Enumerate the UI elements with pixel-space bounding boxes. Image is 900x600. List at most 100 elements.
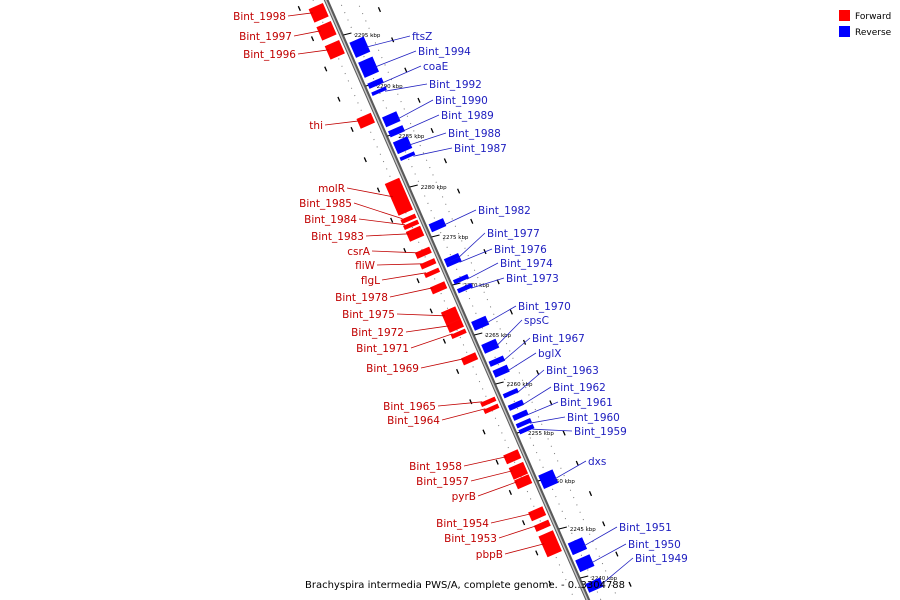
forward-gene — [528, 506, 547, 522]
forward-gene-label: Bint_1998 — [233, 11, 286, 23]
reverse-gene — [358, 56, 379, 78]
forward-gene — [538, 530, 562, 558]
forward-gene — [308, 3, 329, 23]
axis-highlight — [324, 0, 588, 600]
forward-gene — [400, 213, 417, 224]
tick-label: 2275 kbp — [443, 235, 469, 241]
reverse-leader — [457, 232, 486, 259]
forward-gene-label: Bint_1978 — [335, 292, 388, 304]
forward-gene — [429, 281, 448, 295]
reverse-leader — [495, 319, 523, 347]
forward-gene — [324, 40, 345, 60]
tick-mark — [474, 332, 483, 336]
forward-gene-label: Bint_1975 — [342, 309, 395, 321]
forward-gene — [483, 403, 500, 414]
reverse-gene-label: Bint_1950 — [628, 539, 681, 551]
forward-leader — [376, 263, 423, 266]
reverse-leader — [408, 132, 447, 146]
forward-gene-label: fliW — [355, 260, 376, 272]
forward-leader — [346, 187, 393, 198]
reverse-gene — [502, 388, 519, 399]
reverse-gene-label: dxs — [588, 456, 606, 468]
tick-mark — [409, 184, 418, 188]
reverse-gene — [456, 283, 473, 294]
forward-gene — [403, 219, 420, 230]
label-leaders — [287, 12, 634, 586]
forward-gene — [533, 519, 551, 532]
reverse-gene — [371, 86, 387, 96]
tick-label: 2265 kbp — [485, 333, 511, 339]
forward-gene-label: csrA — [347, 246, 371, 258]
forward-gene — [450, 328, 467, 339]
reverse-leader — [365, 35, 411, 48]
tick-marks: 2295 kbp 2290 kbp 2285 kbp 2280 kbp 2275 kbp… — [343, 32, 618, 582]
reverse-leader — [402, 114, 440, 132]
forward-leader — [405, 325, 450, 333]
tick-label: 2285 kbp — [398, 134, 424, 140]
track-mark — [297, 5, 558, 600]
forward-gene-label: molR — [318, 183, 345, 195]
forward-leader — [297, 49, 329, 55]
forward-gene-label: Bint_1983 — [311, 231, 364, 243]
tick-label: 2260 kbp — [507, 382, 533, 388]
forward-gene — [356, 112, 375, 129]
guide-lines — [297, 0, 632, 600]
forward-gene-label: Bint_1997 — [239, 31, 292, 43]
reverse-gene — [575, 554, 595, 573]
reverse-gene — [585, 577, 604, 593]
forward-leader — [410, 333, 453, 349]
reverse-leader — [526, 401, 559, 416]
reverse-gene — [388, 125, 405, 138]
tick-label: 2245 kbp — [570, 527, 596, 533]
reverse-gene-label: Bint_1970 — [518, 301, 571, 313]
reverse-gene — [471, 315, 490, 331]
reverse-leader — [506, 352, 537, 372]
reverse-gene — [392, 136, 413, 155]
forward-gene — [414, 246, 432, 259]
forward-gene — [508, 461, 529, 480]
reverse-gene — [488, 355, 506, 367]
reverse-gene — [512, 409, 529, 421]
forward-gene — [419, 258, 437, 270]
tick-mark — [558, 526, 567, 530]
reverse-gene — [399, 151, 416, 161]
forward-gene-label: Bint_1969 — [366, 363, 419, 375]
reverse-gene-label: Bint_1961 — [560, 397, 613, 409]
reverse-gene — [492, 364, 510, 378]
reverse-leader — [443, 209, 477, 226]
legend-forward-label: Forward — [855, 12, 891, 22]
forward-leader — [437, 401, 483, 407]
reverse-gene — [538, 469, 559, 489]
reverse-leader — [529, 416, 566, 424]
forward-leader — [498, 525, 537, 539]
forward-leader — [470, 470, 513, 482]
reverse-leader — [413, 147, 453, 157]
track-mark — [374, 0, 632, 588]
reverse-gene-label: Bint_1976 — [494, 244, 547, 256]
reverse-gene — [481, 338, 500, 354]
forward-gene-label: Bint_1958 — [409, 461, 462, 473]
forward-gene-label: flgL — [361, 275, 380, 287]
tick-mark — [495, 381, 504, 385]
reverse-leader — [554, 460, 587, 480]
forward-leader — [287, 12, 313, 17]
reverse-gene — [445, 257, 462, 268]
forward-leader — [353, 202, 403, 220]
forward-leader — [504, 543, 545, 555]
forward-gene-label: thi — [309, 120, 323, 132]
genome-axis — [323, 0, 591, 600]
forward-leader — [324, 120, 360, 126]
reverse-gene-label: Bint_1982 — [478, 205, 531, 217]
tick-mark — [431, 234, 440, 238]
gene-features — [308, 3, 604, 593]
forward-gene — [405, 225, 425, 242]
legend: Forward Reverse — [839, 10, 892, 38]
reverse-leader — [397, 99, 434, 120]
reverse-gene-label: Bint_1962 — [553, 382, 606, 394]
reverse-gene-label: Bint_1951 — [619, 522, 672, 534]
reverse-leader — [532, 428, 573, 432]
reverse-gene — [515, 418, 532, 429]
forward-gene-label: Bint_1984 — [304, 214, 357, 226]
